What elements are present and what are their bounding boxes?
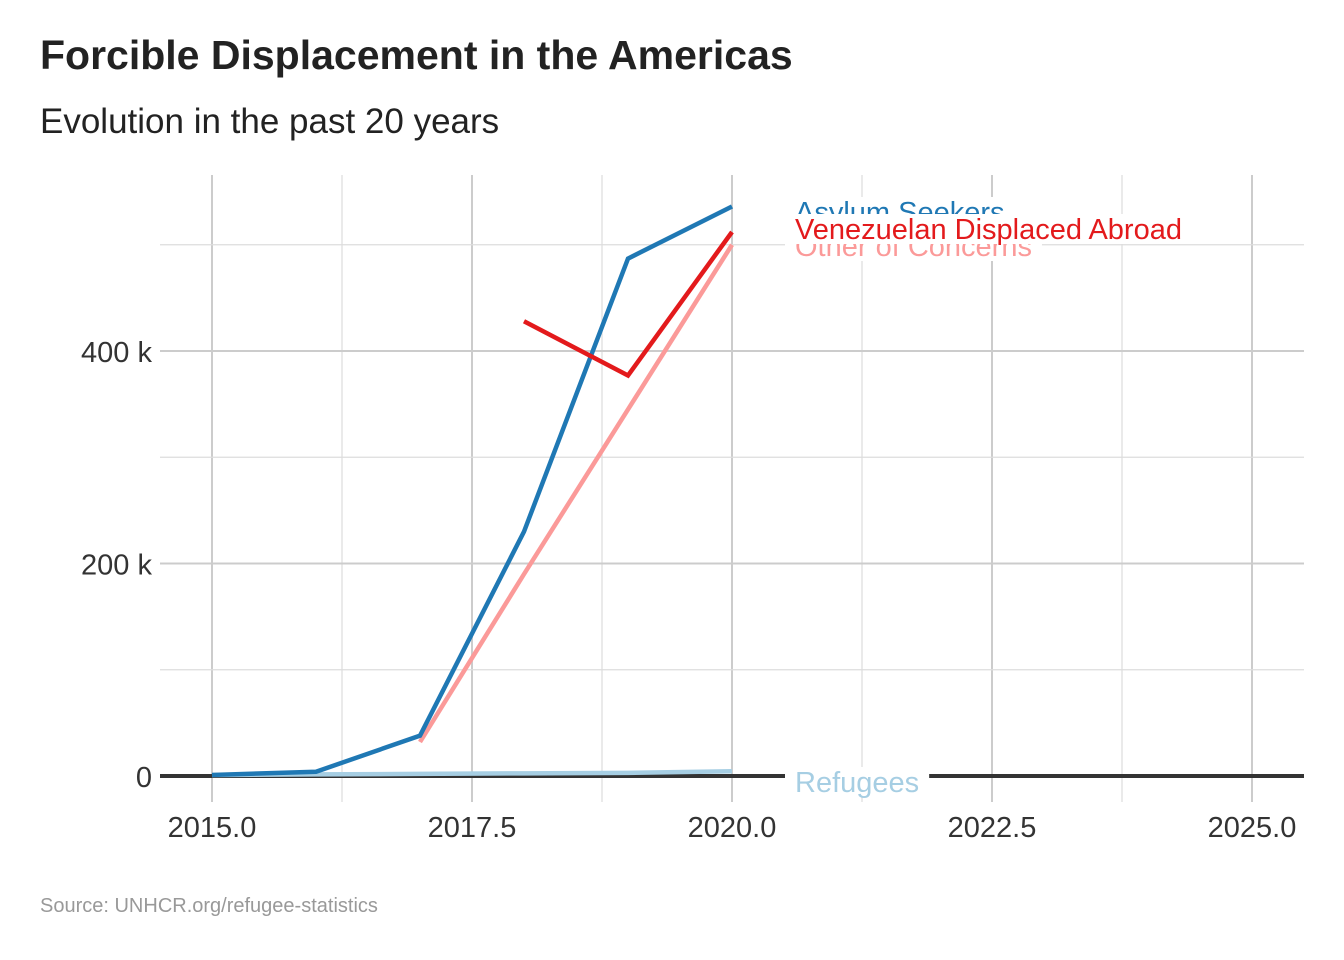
series-label-text: Refugees bbox=[795, 767, 919, 799]
x-tick-label: 2017.5 bbox=[428, 812, 517, 844]
x-tick-label: 2015.0 bbox=[168, 812, 257, 844]
series-line bbox=[522, 230, 734, 379]
y-tick-label: 0 bbox=[136, 762, 152, 794]
series-label-background bbox=[785, 767, 930, 797]
chart-title: Forcible Displacement in the Americas bbox=[40, 32, 793, 78]
y-tick-label: 200 k bbox=[81, 550, 152, 582]
x-tick-label: 2020.0 bbox=[688, 812, 777, 844]
series-line bbox=[211, 204, 734, 778]
x-tick-label: 2025.0 bbox=[1208, 812, 1297, 844]
series-label-background bbox=[785, 214, 1192, 244]
series-end-label: Venezuelan Displaced Abroad bbox=[785, 214, 1192, 246]
series-label-text: Venezuelan Displaced Abroad bbox=[795, 214, 1182, 246]
chart-caption: Source: UNHCR.org/refugee-statistics bbox=[40, 895, 378, 917]
y-tick-label: 400 k bbox=[81, 337, 152, 369]
chart-subtitle: Evolution in the past 20 years bbox=[40, 102, 500, 141]
series-end-label: Refugees bbox=[785, 767, 930, 799]
series-line bbox=[418, 243, 734, 744]
x-tick-label: 2022.5 bbox=[948, 812, 1037, 844]
